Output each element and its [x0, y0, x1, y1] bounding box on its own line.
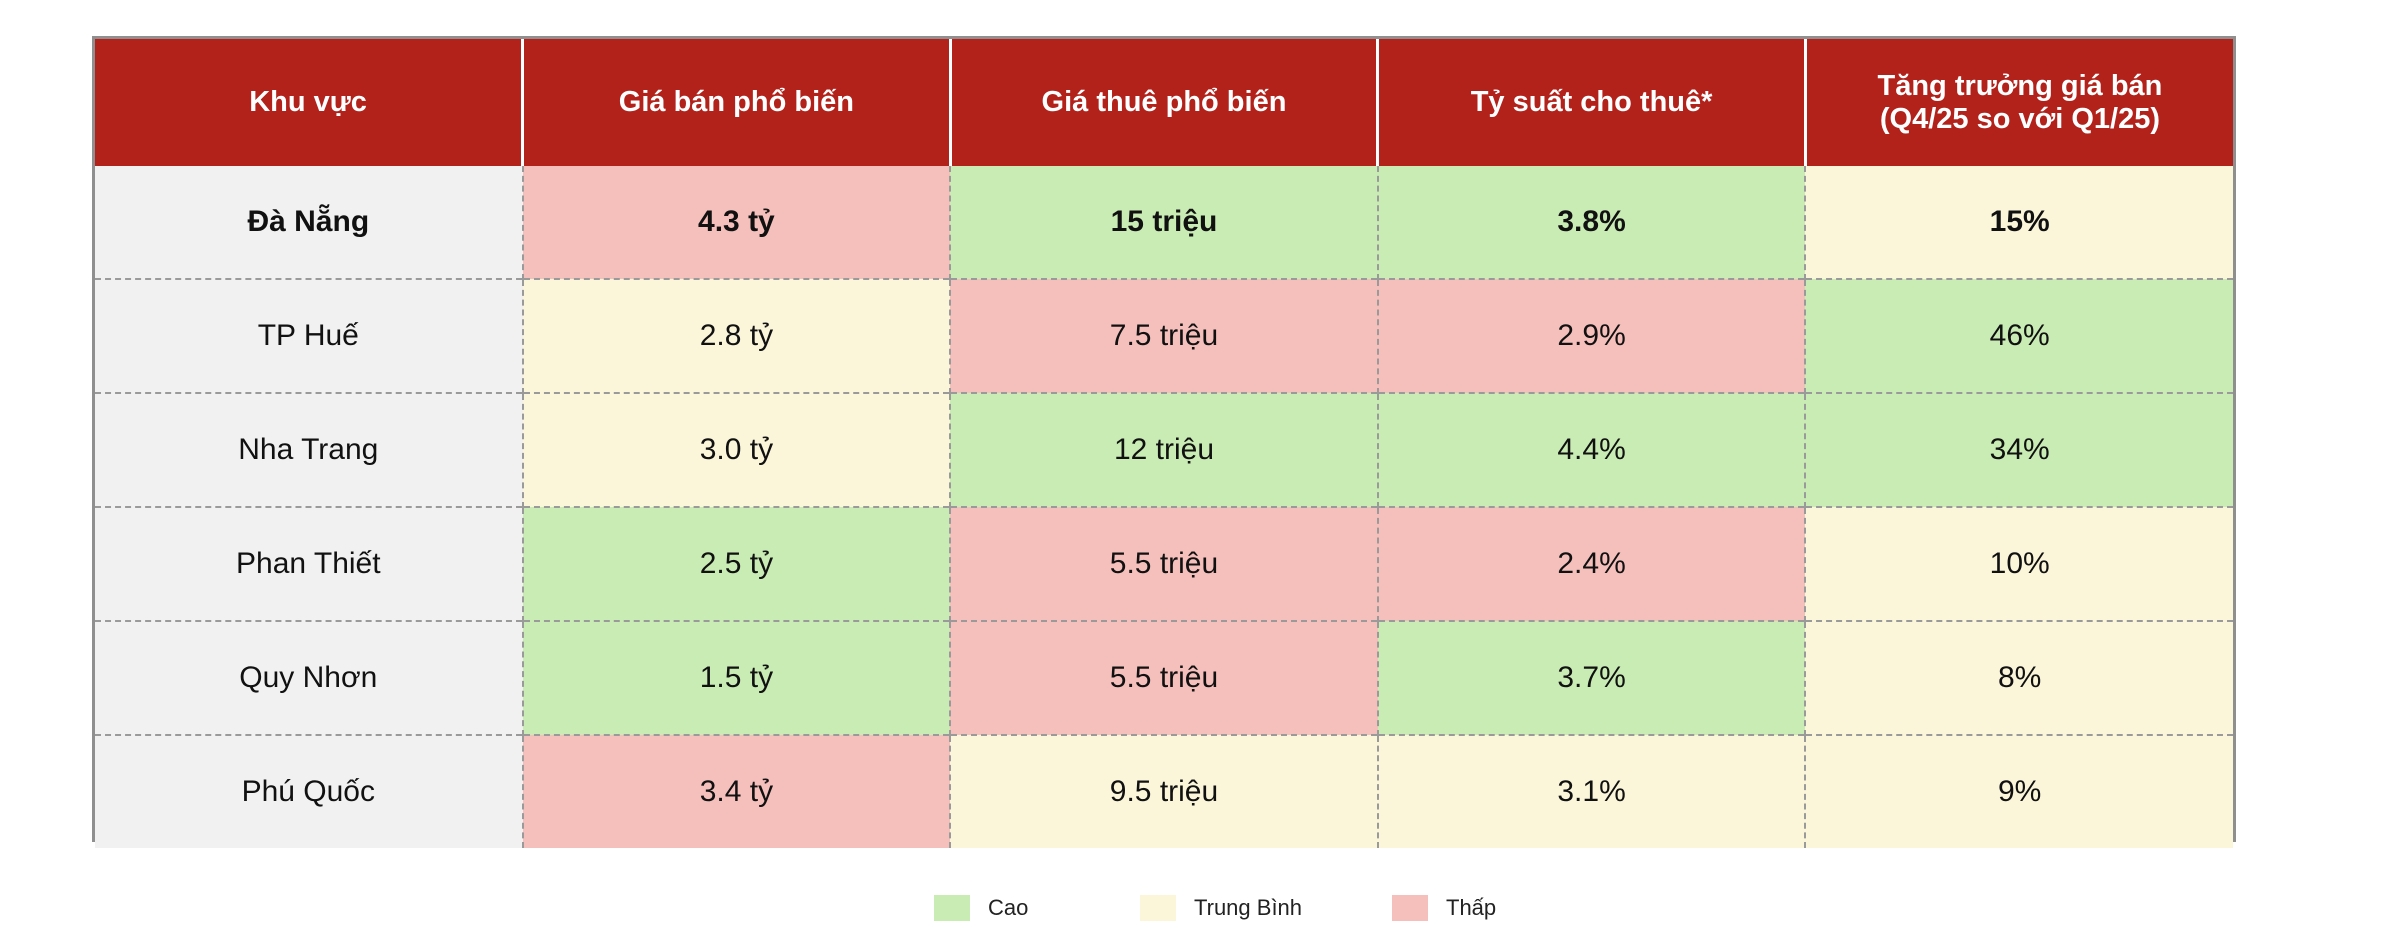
cell-sale-price: 3.4 tỷ: [521, 734, 951, 848]
cell-rental-yield: 2.4%: [1376, 506, 1806, 621]
header-rental-yield-label: Tỷ suất cho thuê*: [1470, 86, 1713, 118]
cell-rental-yield: 3.7%: [1376, 620, 1806, 735]
cell-price-growth: 34%: [1804, 392, 2233, 507]
cell-rent-price: 15 triệu: [949, 166, 1378, 279]
cell-rent-price: 5.5 triệu: [949, 506, 1378, 621]
cell-sale-price: 2.5 tỷ: [521, 506, 951, 621]
cell-price-growth: 10%: [1804, 506, 2233, 621]
header-row: Khu vực Giá bán phổ biến Giá thuê phổ bi…: [95, 39, 2233, 166]
legend-label-high: Cao: [988, 895, 1029, 920]
header-rental-yield: Tỷ suất cho thuê*: [1376, 39, 1806, 166]
legend-swatch-mid: [1140, 895, 1176, 921]
header-price-growth: Tăng trưởng giá bán (Q4/25 so với Q1/25): [1803, 39, 2233, 166]
market-comparison-table: Khu vực Giá bán phổ biến Giá thuê phổ bi…: [92, 36, 2236, 848]
table-row: Quy Nhơn 1.5 tỷ 5.5 triệu 3.7% 8%: [95, 620, 2233, 735]
header-sale-price: Giá bán phổ biến: [521, 39, 951, 166]
cell-region: Phan Thiết: [95, 506, 523, 621]
legend-item-high: Cao: [934, 893, 1028, 923]
cell-rent-price: 12 triệu: [949, 392, 1378, 507]
cell-rental-yield: 3.8%: [1376, 166, 1806, 279]
legend-swatch-high: [934, 895, 970, 921]
header-sale-price-label: Giá bán phổ biến: [618, 86, 854, 118]
cell-rent-price: 5.5 triệu: [949, 620, 1378, 735]
cell-sale-price: 1.5 tỷ: [521, 620, 951, 735]
legend-item-mid: Trung Bình: [1140, 893, 1302, 923]
cell-sale-price: 2.8 tỷ: [521, 278, 951, 393]
header-price-growth-sublabel: (Q4/25 so với Q1/25): [1879, 102, 2160, 135]
table-row: Phan Thiết 2.5 tỷ 5.5 triệu 2.4% 10%: [95, 506, 2233, 621]
legend-item-low: Thấp: [1392, 893, 1496, 923]
header-region: Khu vực: [95, 39, 523, 166]
cell-sale-price: 4.3 tỷ: [521, 166, 951, 279]
table-row: Phú Quốc 3.4 tỷ 9.5 triệu 3.1% 9%: [95, 734, 2233, 848]
cell-price-growth: 46%: [1804, 278, 2233, 393]
header-rent-price-label: Giá thuê phổ biến: [1041, 86, 1287, 118]
cell-region: Nha Trang: [95, 392, 523, 507]
header-rent-price: Giá thuê phổ biến: [948, 39, 1378, 166]
cell-rent-price: 7.5 triệu: [949, 278, 1378, 393]
cell-price-growth: 8%: [1804, 620, 2233, 735]
cell-rental-yield: 2.9%: [1376, 278, 1806, 393]
cell-rent-price: 9.5 triệu: [949, 734, 1378, 848]
cell-rental-yield: 3.1%: [1376, 734, 1806, 848]
cell-rental-yield: 4.4%: [1376, 392, 1806, 507]
cell-price-growth: 15%: [1804, 166, 2233, 279]
legend-label-mid: Trung Bình: [1194, 895, 1303, 920]
legend-label-low: Thấp: [1446, 895, 1497, 920]
cell-region: Đà Nẵng: [95, 166, 523, 279]
cell-sale-price: 3.0 tỷ: [521, 392, 951, 507]
header-region-label: Khu vực: [249, 86, 367, 118]
data-table: Khu vực Giá bán phổ biến Giá thuê phổ bi…: [95, 39, 2233, 848]
cell-region: TP Huế: [95, 278, 523, 393]
header-price-growth-label: Tăng trưởng giá bán: [1877, 69, 2163, 102]
table-row: Nha Trang 3.0 tỷ 12 triệu 4.4% 34%: [95, 392, 2233, 507]
table-row: Đà Nẵng 4.3 tỷ 15 triệu 3.8% 15%: [95, 166, 2233, 279]
cell-region: Phú Quốc: [95, 734, 523, 848]
color-legend: Cao Trung Bình Thấp: [0, 893, 2388, 923]
cell-price-growth: 9%: [1804, 734, 2233, 848]
table-row: TP Huế 2.8 tỷ 7.5 triệu 2.9% 46%: [95, 278, 2233, 393]
cell-region: Quy Nhơn: [95, 620, 523, 735]
legend-swatch-low: [1392, 895, 1428, 921]
